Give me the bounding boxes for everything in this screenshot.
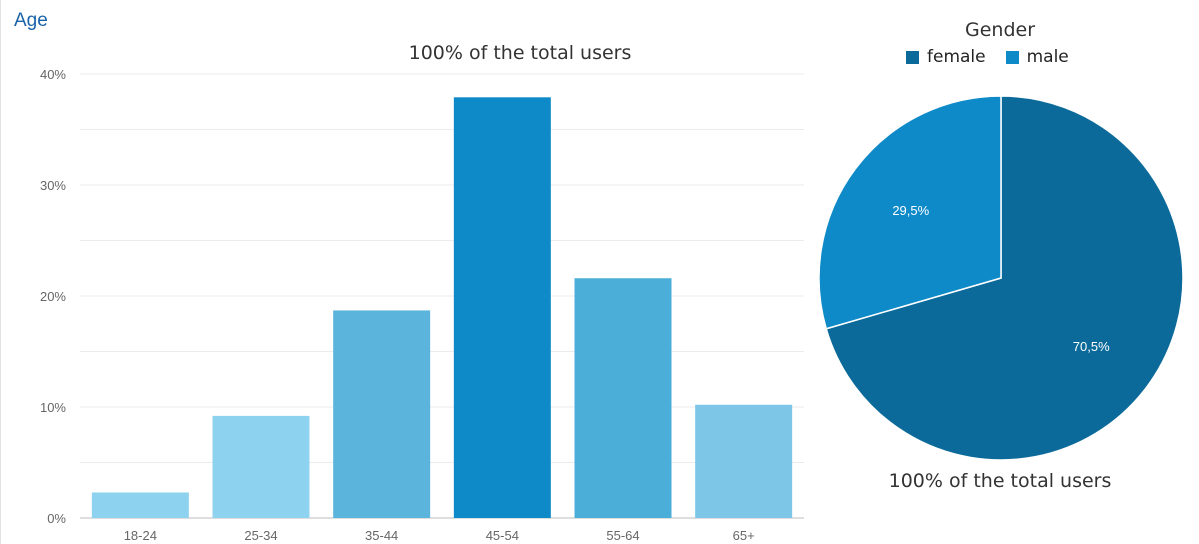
x-tick-label: 55-64	[606, 528, 639, 543]
y-tick-label: 20%	[40, 289, 66, 304]
bar-18-24	[91, 492, 189, 518]
age-chart-subtitle: 100% of the total users	[408, 42, 632, 64]
bar-35-44	[333, 310, 431, 518]
x-tick-label: 18-24	[124, 528, 157, 543]
bar-65+	[695, 404, 793, 518]
gender-legend: female male	[906, 47, 1089, 67]
bar-55-64	[574, 278, 672, 518]
gender-chart-subtitle: 100% of the total users	[888, 470, 1112, 492]
legend-label-female: female	[927, 47, 986, 67]
x-tick-label: 35-44	[365, 528, 398, 543]
x-tick-label: 25-34	[244, 528, 277, 543]
legend-swatch-male	[1005, 50, 1019, 64]
legend-swatch-female	[906, 50, 919, 64]
pie-slice-label: 70,5%	[1073, 339, 1110, 354]
gender-chart-title: Gender	[964, 19, 1036, 41]
x-tick-label: 65+	[733, 528, 755, 543]
y-tick-label: 10%	[40, 400, 66, 415]
bar-25-34	[212, 415, 310, 518]
y-tick-label: 0%	[47, 511, 66, 526]
bar-45-54	[453, 97, 551, 518]
pie-slice-label: 29,5%	[892, 203, 929, 218]
section-title: Age	[14, 10, 48, 31]
x-tick-label: 45-54	[486, 528, 519, 543]
pie-slice-male	[818, 95, 1002, 330]
legend-item-female[interactable]: female	[906, 47, 986, 67]
y-tick-label: 30%	[40, 178, 66, 193]
y-tick-label: 40%	[40, 67, 66, 82]
pie-slice-female	[825, 95, 1184, 461]
legend-label-male: male	[1026, 47, 1069, 67]
legend-item-male[interactable]: male	[1005, 47, 1069, 67]
frame-border	[0, 0, 1, 544]
